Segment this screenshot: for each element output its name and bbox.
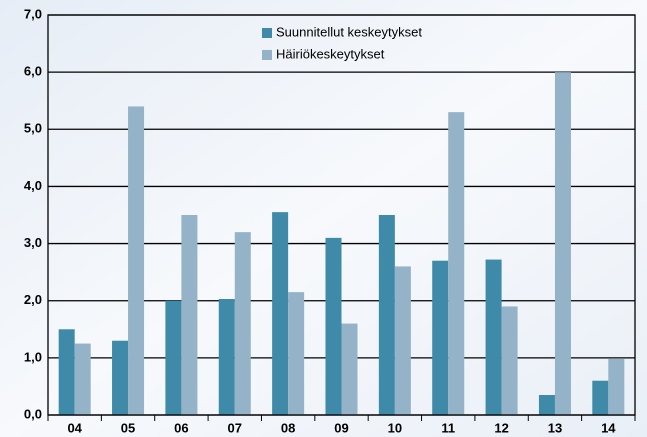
bar [58, 329, 75, 415]
plot-frame [47, 14, 636, 416]
x-tick-label: 14 [601, 420, 616, 435]
x-tick-label: 08 [281, 420, 295, 435]
x-tick-label: 06 [174, 420, 188, 435]
bar [218, 299, 235, 415]
x-tick-label: 13 [548, 420, 562, 435]
y-tick-label: 0,0 [24, 406, 42, 421]
bar [501, 306, 518, 415]
bar [234, 232, 251, 415]
legend-swatch [262, 28, 272, 38]
x-tick-label: 09 [334, 420, 348, 435]
bar [181, 215, 198, 415]
bar [325, 237, 342, 415]
bar [448, 112, 465, 416]
x-tick-label: 05 [121, 420, 135, 435]
y-tick-label: 7,0 [24, 6, 42, 21]
bar [378, 215, 395, 415]
x-tick-label: 11 [441, 420, 455, 435]
bar [432, 260, 449, 415]
bar [128, 106, 145, 415]
bar [112, 340, 129, 415]
bar [592, 380, 609, 415]
bar [165, 300, 182, 415]
legend-swatch [262, 50, 272, 60]
bar [394, 266, 411, 415]
legend-label: Häiriökeskeytykset [276, 46, 385, 61]
bar [554, 72, 571, 416]
y-tick-label: 2,0 [24, 292, 42, 307]
y-tick-label: 6,0 [24, 64, 42, 79]
x-tick-label: 12 [494, 420, 508, 435]
y-tick-label: 3,0 [24, 235, 42, 250]
x-tick-label: 07 [228, 420, 242, 435]
bar [608, 359, 625, 415]
y-tick-label: 1,0 [24, 349, 42, 364]
bar [74, 343, 91, 415]
y-tick-label: 5,0 [24, 121, 42, 136]
bar [288, 292, 305, 415]
legend-label: Suunnitellut keskeytykset [276, 24, 422, 39]
y-tick-label: 4,0 [24, 178, 42, 193]
x-tick-label: 04 [67, 420, 82, 435]
bar [538, 395, 555, 415]
bar [272, 212, 289, 415]
x-tick-label: 10 [388, 420, 402, 435]
bar [341, 323, 358, 415]
bar [485, 259, 502, 415]
